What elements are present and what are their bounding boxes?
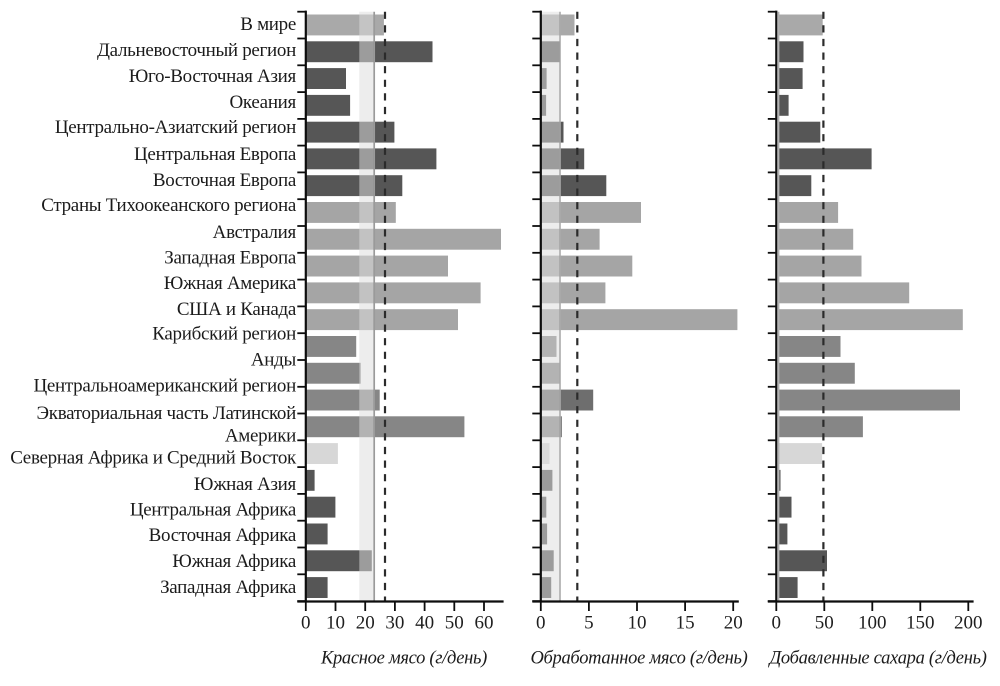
- svg-text:Восточная Африка: Восточная Африка: [149, 525, 297, 546]
- svg-text:Южная Африка: Южная Африка: [172, 551, 297, 572]
- svg-text:0: 0: [772, 613, 782, 634]
- svg-text:0: 0: [536, 613, 546, 634]
- svg-text:5: 5: [584, 613, 594, 634]
- svg-text:Западная Европа: Западная Европа: [164, 247, 297, 268]
- svg-text:0: 0: [301, 613, 311, 634]
- svg-text:40: 40: [415, 613, 434, 634]
- svg-text:200: 200: [954, 613, 983, 634]
- svg-text:Карибский регион: Карибский регион: [152, 324, 296, 345]
- svg-text:Австралия: Австралия: [213, 222, 297, 243]
- svg-text:30: 30: [385, 613, 404, 634]
- svg-text:В мире: В мире: [240, 14, 296, 35]
- svg-text:Южная Азия: Южная Азия: [194, 474, 297, 495]
- svg-text:Страны Тихоокеанского региона: Страны Тихоокеанского региона: [41, 195, 297, 216]
- svg-text:15: 15: [676, 613, 695, 634]
- svg-text:10: 10: [326, 613, 345, 634]
- svg-text:США и Канада: США и Канада: [177, 299, 297, 320]
- svg-text:20: 20: [724, 613, 743, 634]
- svg-text:Западная Африка: Западная Африка: [160, 577, 297, 598]
- svg-text:100: 100: [858, 613, 887, 634]
- svg-text:Америки: Америки: [225, 425, 296, 446]
- svg-text:50: 50: [815, 613, 834, 634]
- svg-text:Экваториальная часть Латинской: Экваториальная часть Латинской: [37, 403, 297, 424]
- svg-text:Океания: Океания: [229, 92, 296, 113]
- svg-text:20: 20: [356, 613, 375, 634]
- svg-text:150: 150: [906, 613, 935, 634]
- svg-text:Центральная Европа: Центральная Европа: [134, 144, 297, 165]
- svg-text:Центрально-Азиатский регион: Центрально-Азиатский регион: [55, 117, 296, 138]
- svg-text:Обработанное мясо (г/день): Обработанное мясо (г/день): [530, 649, 747, 669]
- svg-text:Южная Америка: Южная Америка: [164, 273, 297, 294]
- svg-text:50: 50: [445, 613, 464, 634]
- svg-text:Юго-Восточная Азия: Юго-Восточная Азия: [129, 66, 297, 87]
- svg-text:Красное мясо (г/день): Красное мясо (г/день): [320, 649, 487, 669]
- svg-text:10: 10: [628, 613, 647, 634]
- svg-text:Центральная Африка: Центральная Африка: [130, 500, 297, 521]
- svg-text:Анды: Анды: [251, 349, 297, 370]
- svg-text:Центральноамериканский регион: Центральноамериканский регион: [34, 376, 297, 397]
- svg-text:Дальневосточный регион: Дальневосточный регион: [97, 40, 296, 61]
- svg-text:60: 60: [475, 613, 494, 634]
- svg-text:Северная Африка и Средний Вост: Северная Африка и Средний Восток: [10, 448, 297, 469]
- svg-text:Восточная Европа: Восточная Европа: [153, 170, 297, 191]
- svg-text:Добавленные сахара (г/день): Добавленные сахара (г/день): [767, 649, 986, 669]
